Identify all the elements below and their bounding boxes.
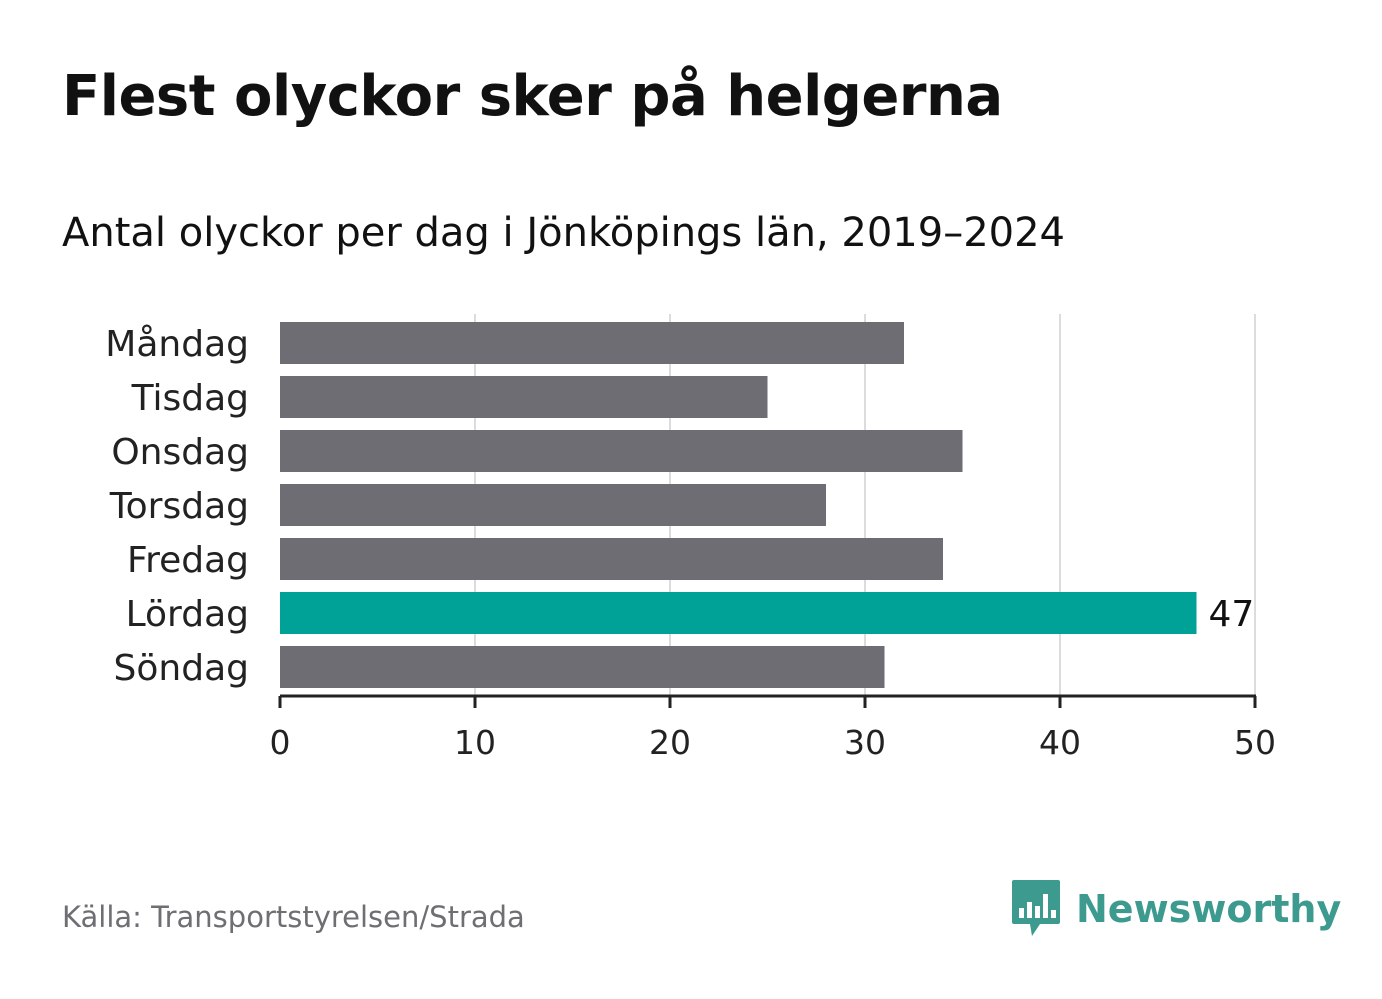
category-label: Söndag	[114, 648, 249, 689]
category-label: Tisdag	[131, 378, 249, 419]
category-label: Lördag	[126, 594, 249, 635]
bar	[280, 646, 885, 688]
source-note: Källa: Transportstyrelsen/Strada	[62, 900, 525, 934]
bar	[280, 484, 826, 526]
data-label: 47	[1209, 594, 1255, 635]
x-tick-label: 20	[649, 723, 691, 762]
x-tick-label: 10	[454, 723, 496, 762]
category-label: Onsdag	[111, 432, 249, 473]
x-tick-label: 40	[1039, 723, 1081, 762]
category-label: Fredag	[127, 540, 249, 581]
bar	[280, 430, 963, 472]
x-tick-label: 0	[270, 723, 291, 762]
chart-title: Flest olyckor sker på helgerna	[62, 64, 1003, 129]
x-tick-label: 30	[844, 723, 886, 762]
newsworthy-logo-icon	[1012, 880, 1060, 936]
brand-logo: Newsworthy	[1010, 878, 1341, 940]
bar	[280, 538, 943, 580]
bar	[280, 322, 904, 364]
brand-name: Newsworthy	[1076, 887, 1342, 931]
chart-subtitle: Antal olyckor per dag i Jönköpings län, …	[62, 210, 1065, 256]
bar	[280, 592, 1197, 634]
x-tick-label: 50	[1234, 723, 1276, 762]
bar	[280, 376, 768, 418]
category-label: Måndag	[105, 324, 249, 365]
category-label: Torsdag	[109, 486, 249, 527]
